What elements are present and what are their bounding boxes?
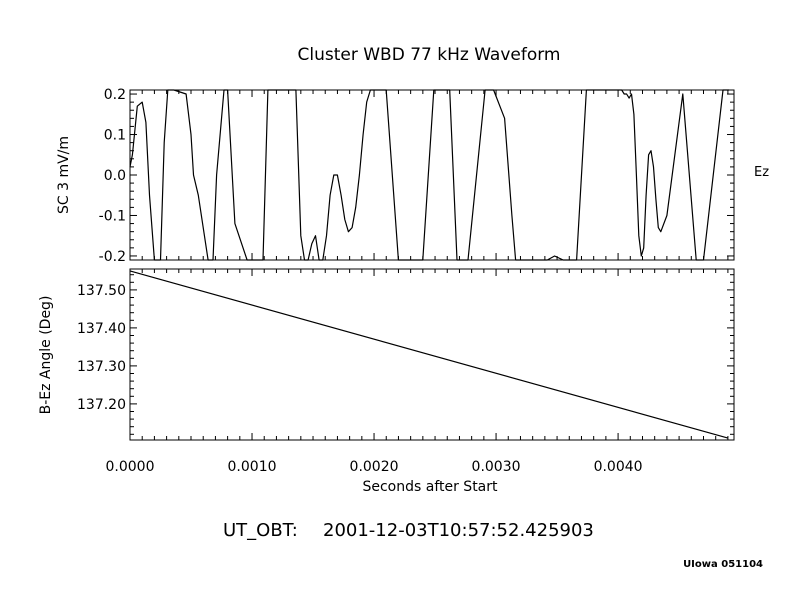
x-tick-label: 0.0020 (350, 459, 399, 475)
top-panel-ticks (129, 90, 734, 260)
bottom-panel-y-axis-label: B-Ez Angle (Deg) (38, 296, 54, 415)
chart-title: Cluster WBD 77 kHz Waveform (298, 45, 561, 65)
bottom-panel-ticks (129, 269, 734, 440)
credit-label: UIowa 051104 (683, 559, 763, 570)
top-y-tick-label: 0.2 (104, 87, 126, 103)
bottom-panel-x-tick-labels: 0.0000 0.0010 0.0020 0.0030 0.0040 (106, 459, 643, 475)
bottom-y-tick-label: 137.50 (77, 283, 126, 299)
bottom-panel-y-tick-labels: 137.50 137.40 137.30 137.20 (77, 283, 126, 413)
top-panel-y-axis-label: SC 3 mV/m (56, 136, 72, 214)
top-y-tick-label: 0.1 (104, 128, 126, 144)
x-tick-label: 0.0010 (228, 459, 277, 475)
bottom-y-tick-label: 137.40 (77, 321, 126, 337)
top-series-line (129, 89, 730, 261)
bottom-panel-series (129, 270, 729, 439)
bottom-y-tick-label: 137.20 (77, 397, 126, 413)
ut-obt-value: 2001-12-03T10:57:52.425903 (323, 520, 594, 541)
x-axis-label: Seconds after Start (362, 479, 498, 495)
top-y-tick-label: -0.1 (99, 208, 126, 224)
x-tick-label: 0.0030 (472, 459, 521, 475)
x-tick-label: 0.0000 (106, 459, 155, 475)
top-panel-right-label: Ez (754, 165, 769, 180)
top-panel-series (129, 89, 730, 261)
ut-obt-label: UT_OBT: (223, 520, 298, 541)
bottom-series-line (129, 270, 729, 439)
top-panel-y-tick-labels: 0.2 0.1 0.0 -0.1 -0.2 (99, 87, 126, 265)
top-y-tick-label: -0.2 (99, 249, 126, 265)
bottom-y-tick-label: 137.30 (77, 359, 126, 375)
top-y-tick-label: 0.0 (104, 168, 126, 184)
bottom-panel-frame (129, 268, 735, 441)
top-panel: 0.2 0.1 0.0 -0.1 -0.2 SC 3 mV/m Ez (56, 87, 769, 265)
x-tick-label: 0.0040 (594, 459, 643, 475)
